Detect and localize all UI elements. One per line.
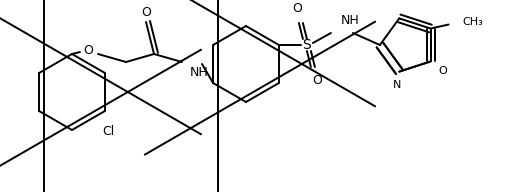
- Text: NH: NH: [190, 66, 209, 79]
- Text: Cl: Cl: [102, 125, 114, 138]
- Text: S: S: [302, 38, 311, 52]
- Text: O: O: [292, 2, 302, 16]
- Text: NH: NH: [341, 14, 360, 27]
- Text: O: O: [141, 6, 151, 18]
- Text: CH₃: CH₃: [462, 17, 483, 26]
- Text: N: N: [393, 80, 401, 90]
- Text: O: O: [439, 66, 447, 76]
- Text: O: O: [312, 74, 322, 88]
- Text: O: O: [83, 44, 93, 56]
